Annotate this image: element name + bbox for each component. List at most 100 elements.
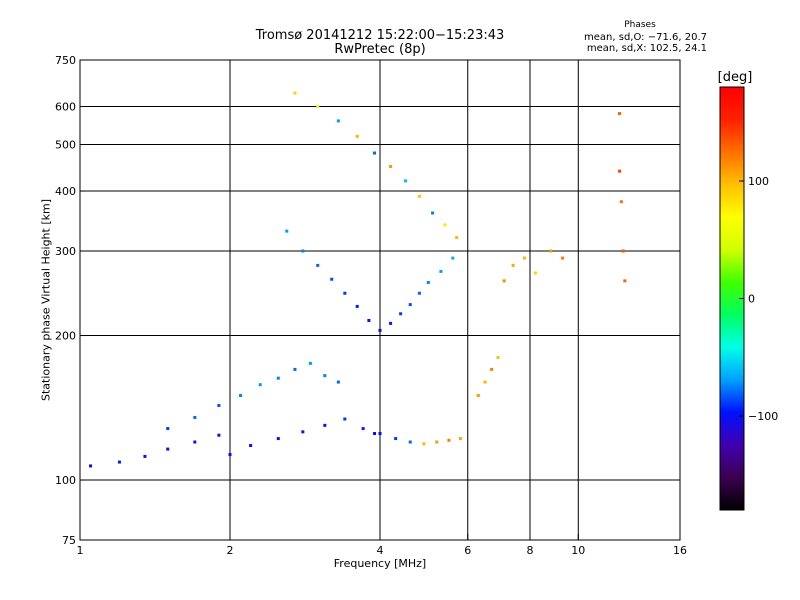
x-tick-label-6: 16 — [673, 544, 687, 557]
x-tick-label-4: 8 — [527, 544, 534, 557]
y-tick-label-6: 600 — [55, 101, 76, 114]
data-point-2-2 — [408, 440, 412, 444]
data-point-3-11 — [417, 291, 421, 295]
data-point-1-3 — [239, 394, 243, 398]
colorbar-tick-label-1: 0 — [748, 293, 755, 306]
data-point-3-5 — [355, 304, 359, 308]
y-tick-label-3: 300 — [55, 245, 76, 258]
data-point-0-7 — [249, 444, 253, 448]
data-point-4-8 — [431, 211, 435, 215]
data-point-0-5 — [217, 433, 221, 437]
data-point-4-3 — [355, 134, 359, 138]
data-point-3-14 — [451, 256, 455, 260]
colorbar-tick-label-2: −100 — [748, 410, 778, 423]
data-point-6-0 — [618, 112, 622, 116]
data-point-5-7 — [533, 271, 537, 275]
y-tick-label-1: 100 — [55, 474, 76, 487]
data-point-0-4 — [193, 440, 197, 444]
data-point-5-9 — [561, 256, 565, 260]
data-point-0-2 — [143, 454, 147, 458]
data-point-3-12 — [426, 280, 430, 284]
chart-subtitle: RwPretec (8p) — [334, 42, 426, 57]
data-point-3-1 — [301, 249, 305, 253]
data-point-3-6 — [367, 318, 371, 322]
data-point-3-3 — [330, 277, 334, 281]
chart-title: Tromsø 20141212 15:22:00−15:23:43 — [255, 28, 505, 43]
data-point-5-4 — [502, 279, 506, 283]
data-point-6-2 — [619, 200, 623, 204]
x-axis-label: Frequency [MHz] — [333, 557, 427, 570]
data-point-3-4 — [343, 291, 347, 295]
data-point-0-10 — [323, 423, 327, 427]
data-point-3-13 — [439, 269, 443, 273]
x-tick-label-0: 1 — [77, 544, 84, 557]
data-point-2-1 — [394, 437, 398, 441]
data-point-0-12 — [361, 427, 365, 431]
data-point-1-1 — [193, 415, 197, 419]
data-point-4-2 — [336, 119, 340, 123]
y-tick-label-7: 750 — [55, 54, 76, 67]
colorbar-unit-label: [deg] — [717, 70, 753, 85]
data-point-3-7 — [378, 328, 382, 332]
data-point-1-4 — [258, 383, 262, 387]
data-point-5-6 — [523, 256, 527, 260]
data-point-1-2 — [217, 403, 221, 407]
data-point-2-0 — [378, 432, 382, 436]
data-point-4-10 — [455, 236, 459, 240]
data-point-0-0 — [89, 464, 93, 468]
data-point-0-3 — [166, 447, 170, 451]
x-tick-label-3: 6 — [464, 544, 471, 557]
y-axis-label: Stationary phase Virtual Height [km] — [39, 198, 53, 402]
data-point-6-3 — [621, 249, 625, 253]
phase-stats-o-mode: mean, sd,O: −71.6, 20.7 — [584, 32, 707, 43]
data-point-0-8 — [276, 437, 280, 441]
data-point-0-11 — [343, 417, 347, 421]
data-point-1-5 — [276, 376, 280, 380]
data-point-1-0 — [166, 427, 170, 431]
data-point-4-5 — [389, 164, 393, 168]
data-point-5-0 — [476, 394, 480, 398]
data-point-0-6 — [228, 453, 232, 457]
data-point-3-10 — [408, 303, 412, 307]
data-point-4-1 — [316, 105, 320, 109]
data-point-2-4 — [435, 440, 439, 444]
data-point-4-9 — [443, 223, 447, 227]
phase-stats-x-mode: mean, sd,X: 102.5, 24.1 — [586, 43, 707, 54]
data-point-5-8 — [549, 249, 553, 253]
data-point-5-5 — [511, 263, 515, 267]
data-point-6-1 — [618, 169, 622, 173]
data-point-5-3 — [496, 355, 500, 359]
data-point-5-1 — [483, 380, 487, 384]
phase-stats-header: Phases — [624, 20, 656, 30]
x-tick-label-2: 4 — [377, 544, 384, 557]
data-point-1-7 — [308, 361, 312, 365]
data-point-2-3 — [422, 442, 426, 446]
data-point-1-8 — [323, 374, 327, 378]
data-point-0-1 — [117, 460, 121, 464]
y-tick-label-0: 75 — [62, 534, 76, 547]
data-points — [89, 91, 627, 468]
data-point-3-9 — [399, 312, 403, 316]
data-point-4-7 — [417, 194, 421, 198]
data-point-5-2 — [490, 367, 494, 371]
data-point-2-5 — [447, 438, 451, 442]
data-point-0-13 — [373, 432, 377, 436]
data-point-4-6 — [403, 179, 407, 183]
data-point-2-6 — [458, 437, 462, 441]
data-point-3-0 — [285, 229, 289, 233]
data-point-1-6 — [293, 367, 297, 371]
y-tick-label-2: 200 — [55, 330, 76, 343]
data-point-4-4 — [373, 151, 377, 155]
data-point-4-0 — [293, 91, 297, 95]
data-point-3-2 — [316, 263, 320, 267]
data-point-0-9 — [301, 430, 305, 434]
x-tick-label-1: 2 — [227, 544, 234, 557]
y-tick-label-4: 400 — [55, 185, 76, 198]
colorbar-tick-label-0: 100 — [748, 175, 769, 188]
data-point-6-4 — [623, 279, 627, 283]
data-point-3-8 — [389, 321, 393, 325]
data-point-1-9 — [336, 380, 340, 384]
y-tick-label-5: 500 — [55, 139, 76, 152]
x-tick-label-5: 10 — [571, 544, 585, 557]
